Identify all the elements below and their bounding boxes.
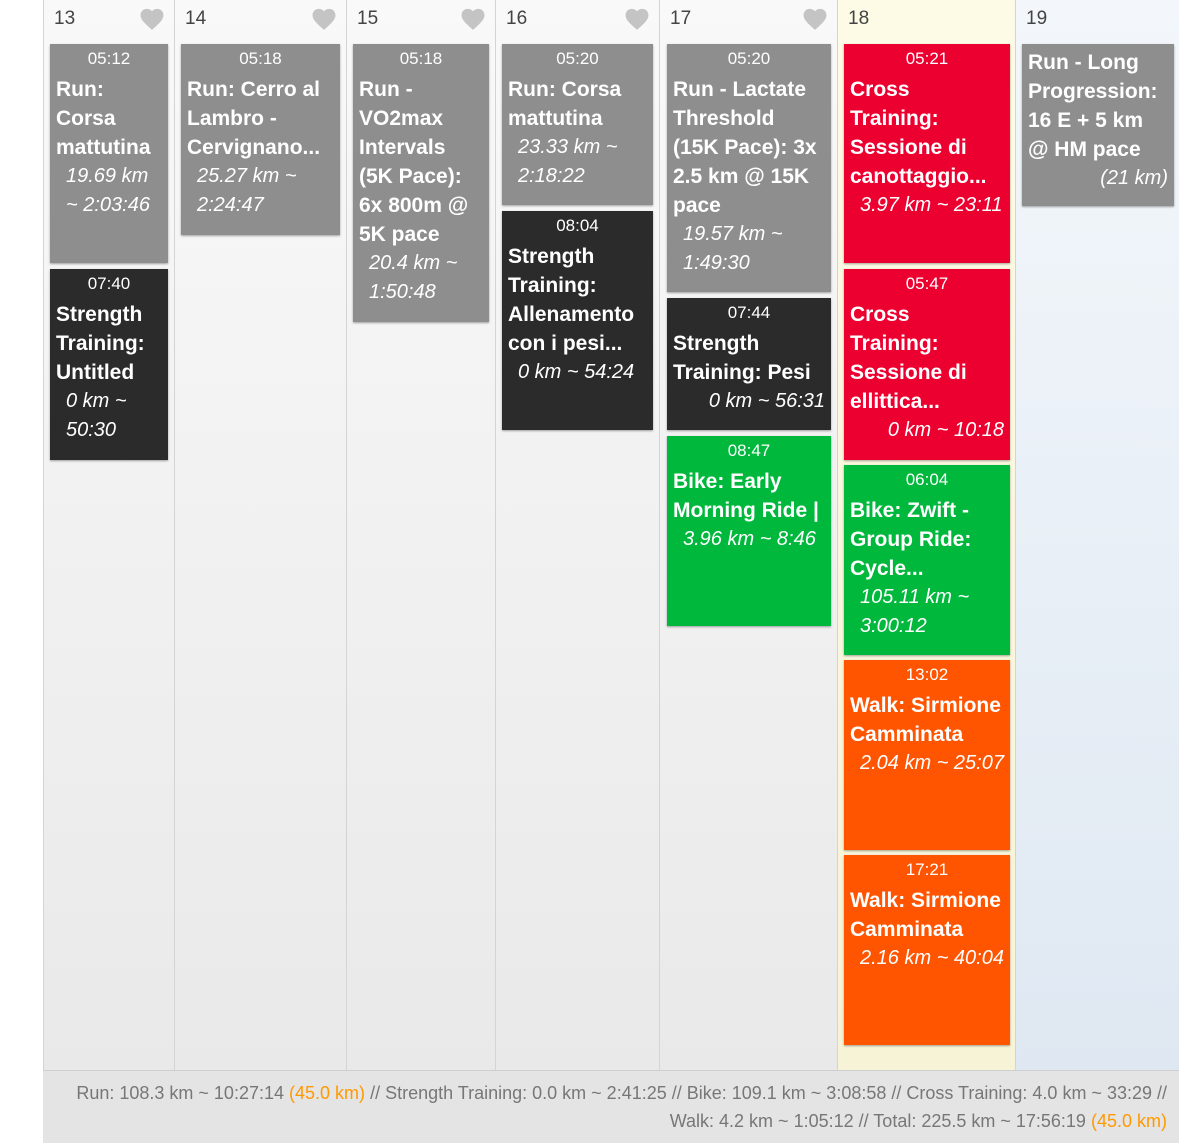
workout-meta: 20.4 km ~ 1:50:48 (369, 252, 458, 303)
day-header: 18 (838, 0, 1015, 38)
workout-card[interactable]: 06:04 Bike: Zwift - Group Ride: Cycle...… (844, 465, 1010, 655)
workout-meta: 105.11 km ~ 3:00:12 (860, 586, 970, 637)
workout-title: Run - Long Progression: 16 E + 5 km @ HM… (1028, 51, 1158, 161)
workout-card[interactable]: 07:40 Strength Training: Untitled 0 km ~… (50, 269, 168, 460)
summary-run: Run: 108.3 km ~ 10:27:14 (76, 1083, 284, 1103)
day-column-13[interactable]: 13 05:12 Run: Corsa mattutina 19.69 km ~… (43, 0, 174, 1070)
workout-meta: 0 km ~ 10:18 (887, 419, 1004, 441)
heart-icon[interactable] (310, 7, 338, 31)
workout-title: Bike: Zwift - Group Ride: Cycle... (850, 499, 972, 580)
workout-card[interactable]: 05:12 Run: Corsa mattutina 19.69 km ~ 2:… (50, 44, 168, 263)
workout-meta: 0 km ~ 50:30 (66, 390, 127, 441)
heart-icon[interactable] (138, 7, 166, 31)
workout-card[interactable]: 05:47 Cross Training: Sessione di ellitt… (844, 269, 1010, 460)
workout-title: Bike: Early Morning Ride | (673, 470, 819, 522)
workout-meta: 0 km ~ 54:24 (518, 361, 635, 383)
workout-card[interactable]: 07:44 Strength Training: Pesi 0 km ~ 56:… (667, 298, 831, 430)
workout-title: Cross Training: Sessione di ellittica... (850, 303, 967, 413)
workout-meta: 2.04 km ~ 25:07 (860, 752, 1004, 774)
workout-card[interactable]: 05:18 Run: Cerro al Lambro - Cervignano.… (181, 44, 340, 235)
day-number: 18 (848, 8, 870, 29)
workout-card[interactable]: 05:20 Run - Lactate Threshold (15K Pace)… (667, 44, 831, 292)
workout-time: 17:21 (905, 860, 949, 879)
workout-title: Walk: Sirmione Camminata (850, 694, 1001, 746)
workout-meta: 23.33 km ~ 2:18:22 (518, 136, 618, 187)
workout-meta: 3.96 km ~ 8:46 (683, 528, 816, 550)
workout-title: Strength Training: Allenamento con i pes… (508, 245, 635, 355)
summary-total-planned: (45.0 km) (1090, 1111, 1167, 1131)
weekly-summary: Run: 108.3 km ~ 10:27:14 (45.0 km) // St… (43, 1070, 1179, 1143)
workout-time: 05:18 (239, 49, 282, 68)
day-header: 17 (660, 0, 837, 38)
workout-time: 05:21 (905, 49, 949, 68)
workout-title: Cross Training: Sessione di canottaggio.… (850, 78, 987, 188)
workout-card[interactable]: 08:04 Strength Training: Allenamento con… (502, 211, 653, 430)
day-header: 19 (1016, 0, 1179, 38)
workout-time: 06:04 (905, 470, 949, 489)
day-header: 13 (44, 0, 174, 38)
day-number: 16 (506, 8, 528, 29)
summary-rest: // Strength Training: 0.0 km ~ 2:41:25 /… (370, 1083, 1167, 1131)
heart-icon[interactable] (459, 7, 487, 31)
day-number: 13 (54, 8, 76, 29)
workout-meta: 19.69 km ~ 2:03:46 (66, 165, 150, 216)
workout-title: Run - VO2max Intervals (5K Pace): 6x 800… (359, 78, 469, 246)
workout-time: 13:02 (905, 665, 949, 684)
day-header: 15 (347, 0, 495, 38)
workout-title: Run: Corsa mattutina (508, 78, 622, 130)
workout-time: 05:20 (556, 49, 599, 68)
day-number: 14 (185, 8, 207, 29)
heart-icon[interactable] (623, 7, 651, 31)
workout-time: 05:20 (727, 49, 771, 68)
summary-run-planned: (45.0 km) (289, 1083, 366, 1103)
workout-meta: 2.16 km ~ 40:04 (860, 947, 1004, 969)
day-column-19[interactable]: 19 Run - Long Progression: 16 E + 5 km @… (1015, 0, 1179, 1070)
day-column-15[interactable]: 15 05:18 Run - VO2max Intervals (5K Pace… (346, 0, 495, 1070)
planned-workout-card[interactable]: Run - Long Progression: 16 E + 5 km @ HM… (1022, 44, 1174, 206)
workout-time: 08:04 (556, 216, 599, 235)
workout-time: 05:12 (87, 49, 131, 68)
day-column-17[interactable]: 17 05:20 Run - Lactate Threshold (15K Pa… (659, 0, 837, 1070)
workout-title: Run - Lactate Threshold (15K Pace): 3x 2… (673, 78, 817, 217)
workout-card[interactable]: 05:20 Run: Corsa mattutina 23.33 km ~ 2:… (502, 44, 653, 205)
workout-card[interactable]: 08:47 Bike: Early Morning Ride | 3.96 km… (667, 436, 831, 626)
left-gutter (0, 0, 43, 1143)
workout-time: 07:40 (87, 274, 131, 293)
day-header: 16 (496, 0, 659, 38)
heart-icon[interactable] (801, 7, 829, 31)
workout-meta: 0 km ~ 56:31 (708, 390, 825, 412)
workout-title: Strength Training: Untitled (56, 303, 145, 384)
workout-title: Strength Training: Pesi (673, 332, 811, 384)
workout-meta: 25.27 km ~ 2:24:47 (197, 165, 297, 216)
workout-time: 05:18 (399, 49, 443, 68)
day-column-18[interactable]: 18 05:21 Cross Training: Sessione di can… (837, 0, 1015, 1070)
workout-card[interactable]: 05:18 Run - VO2max Intervals (5K Pace): … (353, 44, 489, 322)
workout-card[interactable]: 13:02 Walk: Sirmione Camminata 2.04 km ~… (844, 660, 1010, 850)
day-header: 14 (175, 0, 346, 38)
workout-meta: 19.57 km ~ 1:49:30 (683, 223, 783, 274)
workout-title: Walk: Sirmione Camminata (850, 889, 1001, 941)
workout-time: 05:47 (905, 274, 949, 293)
workout-meta: (21 km) (1100, 167, 1168, 189)
workout-card[interactable]: 05:21 Cross Training: Sessione di canott… (844, 44, 1010, 263)
workout-card[interactable]: 17:21 Walk: Sirmione Camminata 2.16 km ~… (844, 855, 1010, 1045)
day-number: 17 (670, 8, 692, 29)
workout-time: 08:47 (727, 441, 771, 460)
workout-title: Run: Corsa mattutina (56, 78, 151, 159)
day-column-14[interactable]: 14 05:18 Run: Cerro al Lambro - Cervigna… (174, 0, 346, 1070)
day-number: 19 (1026, 8, 1048, 29)
workout-title: Run: Cerro al Lambro - Cervignano... (187, 78, 321, 159)
day-column-16[interactable]: 16 05:20 Run: Corsa mattutina 23.33 km ~… (495, 0, 659, 1070)
day-number: 15 (357, 8, 379, 29)
workout-meta: 3.97 km ~ 23:11 (860, 194, 1003, 216)
workout-time: 07:44 (727, 303, 771, 322)
